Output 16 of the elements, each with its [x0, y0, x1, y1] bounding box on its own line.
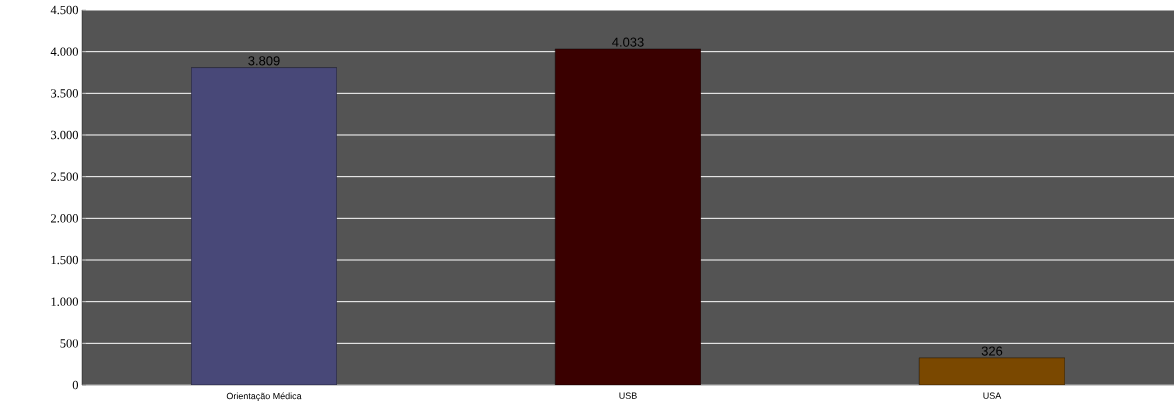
- y-tick-label: 1.500: [51, 255, 79, 265]
- y-tick-label: 0: [72, 380, 79, 390]
- data-label: 326: [981, 346, 1003, 356]
- y-tick-label: 2.000: [51, 214, 79, 223]
- y-tick-label: 4.000: [50, 47, 79, 56]
- y-tick-label: 3.500: [51, 89, 79, 98]
- y-tick-label: 2.500: [51, 172, 79, 181]
- y-tick-label: 4.500: [50, 5, 79, 15]
- x-tick-label: USB: [619, 392, 637, 399]
- y-tick-label: 500: [60, 339, 79, 348]
- data-label: 3.809: [248, 56, 280, 66]
- y-tick-label: 3.000: [51, 130, 79, 140]
- data-label: 4.033: [612, 37, 644, 47]
- x-tick-label: Orientação Médica: [226, 392, 302, 402]
- x-tick-label: USA: [983, 392, 1002, 399]
- y-tick-label: 1.000: [51, 297, 79, 306]
